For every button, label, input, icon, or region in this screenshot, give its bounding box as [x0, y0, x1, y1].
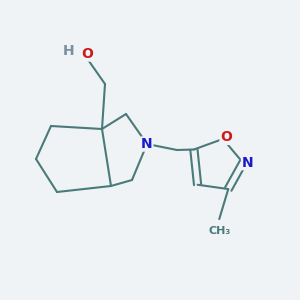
Text: H: H: [63, 44, 75, 58]
Text: N: N: [141, 137, 153, 151]
Text: O: O: [220, 130, 232, 144]
Text: CH₃: CH₃: [208, 226, 230, 236]
Text: N: N: [242, 156, 253, 170]
Text: O: O: [81, 47, 93, 61]
